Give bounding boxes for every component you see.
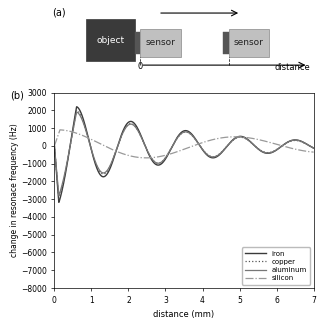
iron [304, 142, 308, 146]
copper [304, 142, 308, 146]
X-axis label: distance (mm): distance (mm) [153, 310, 215, 319]
Text: object: object [96, 36, 124, 45]
iron [172, 141, 176, 145]
Line: aluminum: aluminum [54, 112, 314, 195]
silicon [257, 138, 261, 141]
iron [75, 105, 79, 109]
aluminum [304, 142, 308, 146]
iron [304, 142, 308, 146]
Line: copper: copper [54, 110, 314, 199]
aluminum [257, 147, 261, 151]
iron [179, 131, 183, 135]
copper [179, 132, 183, 136]
copper [172, 142, 176, 146]
Bar [223, 32, 228, 54]
Bar [140, 29, 180, 57]
silicon [172, 151, 176, 155]
Line: silicon: silicon [54, 130, 314, 158]
Legend: iron, copper, aluminum, silicon: iron, copper, aluminum, silicon [242, 247, 310, 284]
iron [66, 158, 70, 162]
aluminum [57, 193, 61, 197]
aluminum [172, 142, 176, 146]
Text: sensor: sensor [234, 38, 264, 47]
aluminum [66, 157, 70, 161]
aluminum [52, 144, 56, 148]
silicon [179, 148, 183, 152]
copper [66, 158, 70, 162]
iron [312, 146, 316, 150]
copper [312, 146, 316, 150]
Text: 0: 0 [138, 62, 143, 71]
aluminum [304, 142, 308, 146]
aluminum [312, 146, 316, 150]
Bar [85, 19, 135, 61]
silicon [52, 144, 56, 148]
iron [57, 200, 61, 204]
copper [57, 197, 61, 201]
silicon [66, 129, 70, 133]
iron [52, 144, 56, 148]
Text: sensor: sensor [146, 38, 176, 47]
Bar [135, 32, 140, 54]
silicon [304, 149, 308, 153]
silicon [144, 156, 148, 160]
iron [257, 148, 261, 151]
Text: distance: distance [275, 63, 311, 72]
copper [52, 144, 56, 148]
Text: (b): (b) [10, 91, 24, 100]
copper [75, 108, 79, 112]
Bar [228, 29, 269, 57]
silicon [304, 149, 308, 153]
Line: iron: iron [54, 107, 314, 202]
aluminum [179, 132, 183, 136]
copper [257, 147, 261, 151]
silicon [58, 128, 62, 132]
copper [304, 142, 308, 146]
aluminum [75, 110, 79, 114]
silicon [312, 150, 316, 154]
Text: (a): (a) [52, 7, 66, 18]
Y-axis label: change in resonace frequency (Hz): change in resonace frequency (Hz) [11, 124, 20, 257]
